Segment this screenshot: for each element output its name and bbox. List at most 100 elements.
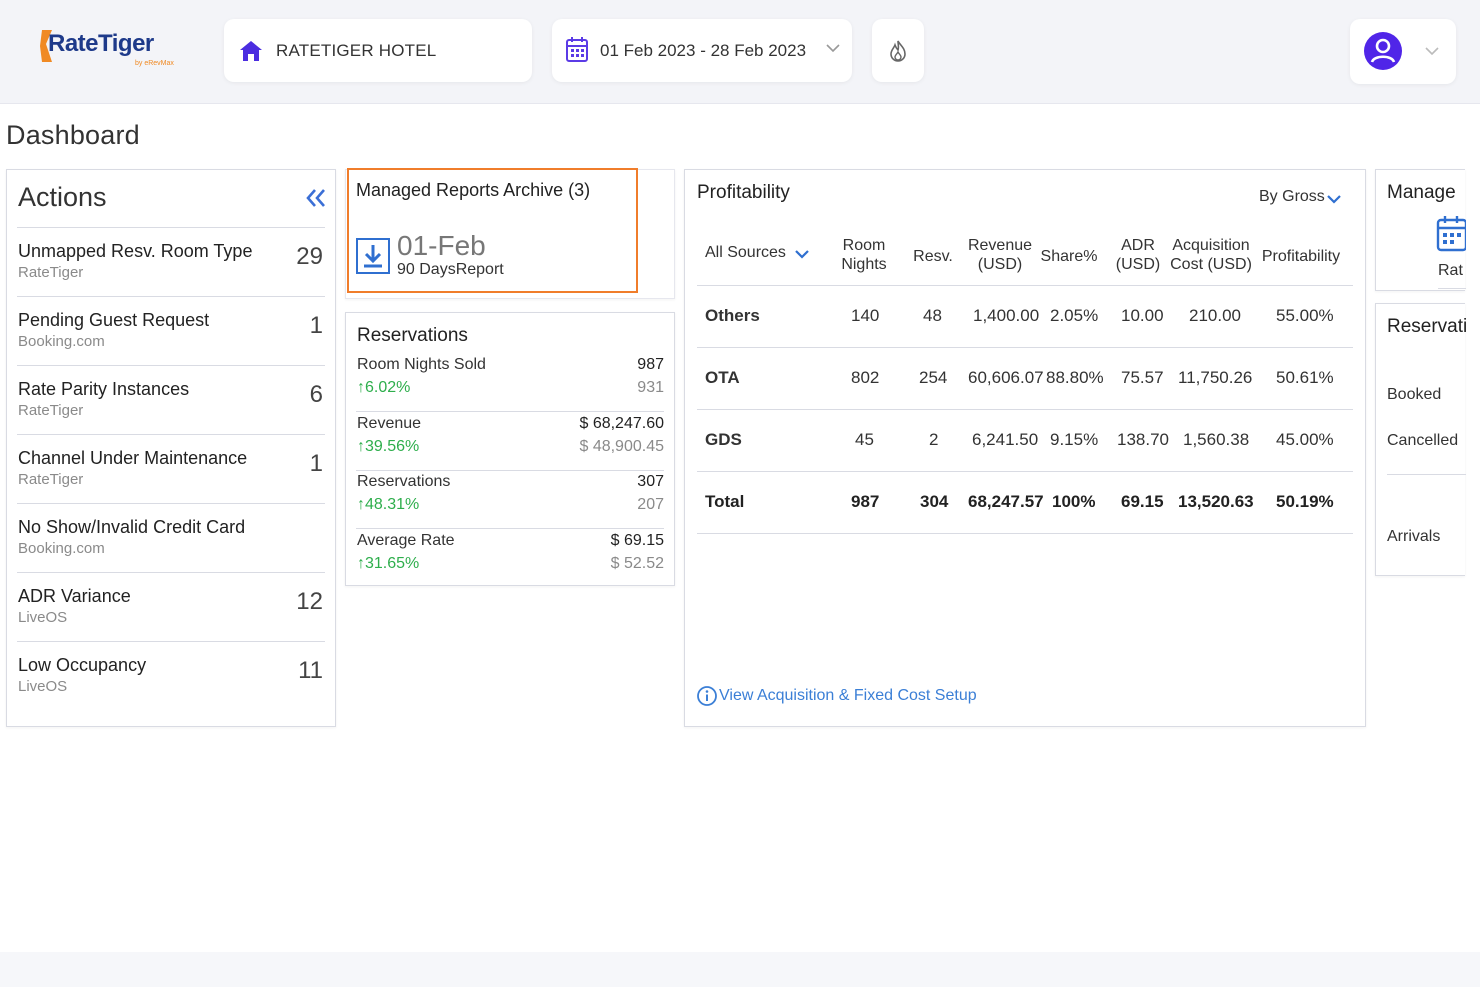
hot-deals-button[interactable] <box>872 19 924 82</box>
row-source: OTA <box>705 368 740 387</box>
action-name: Unmapped Resv. Room Type <box>18 241 253 261</box>
hotel-name: RATETIGER HOTEL <box>276 41 437 60</box>
logo-mark-icon <box>40 30 52 62</box>
metric-label: Revenue <box>357 415 422 432</box>
metric-previous: $ 52.52 <box>610 555 664 572</box>
column-header-adr: ADR (USD) <box>1115 237 1161 273</box>
row-adr: 138.70 <box>1117 430 1169 449</box>
profitability-mode-dropdown[interactable]: By Gross <box>1259 188 1325 205</box>
row-share: 100% <box>1052 492 1096 511</box>
action-count: 1 <box>309 450 323 477</box>
row-room-nights: 140 <box>851 306 880 325</box>
column-header-resv: Resv. <box>913 248 953 265</box>
arrivals-label[interactable]: Arrivals <box>1387 528 1441 545</box>
user-menu[interactable] <box>1350 19 1456 84</box>
row-revenue: 68,247.57 <box>968 492 1044 511</box>
calendar-icon[interactable] <box>1436 214 1466 254</box>
metric-previous: 207 <box>637 496 664 513</box>
action-count: 12 <box>296 588 323 615</box>
download-report-icon[interactable] <box>356 238 390 274</box>
action-source: LiveOS <box>18 678 68 695</box>
row-resv: 254 <box>919 368 948 387</box>
footer-strip <box>0 952 1480 987</box>
divider <box>1387 474 1466 475</box>
date-range-picker[interactable]: 01 Feb 2023 - 28 Feb 2023 <box>552 19 852 82</box>
row-profitability: 55.00% <box>1276 306 1334 325</box>
metric-label: Reservations <box>357 473 451 490</box>
action-item[interactable]: Low Occupancy LiveOS 11 <box>17 641 325 710</box>
page-title: Dashboard <box>6 120 140 150</box>
action-source: LiveOS <box>18 609 68 626</box>
reservations-title: Reservations <box>357 325 468 346</box>
action-count: 29 <box>296 243 323 270</box>
row-profitability: 50.19% <box>1276 492 1334 511</box>
row-source: Others <box>705 306 760 325</box>
metric-current: $ 68,247.60 <box>579 415 664 432</box>
action-item[interactable]: Channel Under Maintenance RateTiger 1 <box>17 434 325 503</box>
row-source: GDS <box>705 430 742 449</box>
row-acquisition-cost: 210.00 <box>1189 306 1241 325</box>
metric-label: Average Rate <box>357 532 455 549</box>
metric-current: 307 <box>637 473 664 490</box>
action-item[interactable]: No Show/Invalid Credit Card Booking.com <box>17 503 325 572</box>
chevron-down-icon[interactable] <box>1327 194 1341 204</box>
action-item[interactable]: Rate Parity Instances RateTiger 6 <box>17 365 325 434</box>
report-name[interactable]: 90 DaysReport <box>397 261 504 278</box>
metric-change: ↑31.65% <box>357 555 420 572</box>
sources-filter[interactable]: All Sources <box>705 244 786 261</box>
actions-title: Actions <box>18 182 107 212</box>
cancelled-label[interactable]: Cancelled <box>1387 432 1459 449</box>
column-header-share: Share% <box>1040 248 1098 265</box>
reservation-metric-row: Room Nights Sold ↑6.02% 987 931 <box>356 353 664 412</box>
row-acquisition-cost: 13,520.63 <box>1178 492 1254 511</box>
table-row: OTA 802 254 60,606.07 88.80% 75.57 11,75… <box>697 347 1353 409</box>
row-adr: 75.57 <box>1121 368 1164 387</box>
metric-previous: $ 48,900.45 <box>579 438 664 455</box>
row-adr: 10.00 <box>1121 306 1164 325</box>
row-revenue: 6,241.50 <box>972 430 1039 449</box>
reservations-summary-panel: Reservati Booked Cancelled Arrivals <box>1375 303 1467 576</box>
reservation-metric-row: Average Rate ↑31.65% $ 69.15 $ 52.52 <box>356 529 664 588</box>
row-room-nights: 45 <box>855 430 874 449</box>
action-source: RateTiger <box>18 402 84 419</box>
chevron-down-icon[interactable] <box>795 249 809 259</box>
action-name: Low Occupancy <box>18 655 147 675</box>
action-item[interactable]: Unmapped Resv. Room Type RateTiger 29 <box>17 227 325 296</box>
metric-change: ↑6.02% <box>357 379 411 396</box>
row-acquisition-cost: 11,750.26 <box>1178 368 1253 387</box>
row-share: 9.15% <box>1050 430 1099 449</box>
row-acquisition-cost: 1,560.38 <box>1183 430 1250 449</box>
manage-rates-label[interactable]: Rat <box>1438 262 1463 279</box>
reports-title: Managed Reports Archive (3) <box>356 180 591 200</box>
table-row: GDS 45 2 6,241.50 9.15% 138.70 1,560.38 … <box>697 409 1353 471</box>
user-avatar-icon <box>1364 32 1402 70</box>
metric-change: ↑48.31% <box>357 496 420 513</box>
row-resv: 2 <box>929 430 939 449</box>
action-name: ADR Variance <box>18 586 131 606</box>
reports-highlight-box <box>347 168 638 293</box>
metric-current: $ 69.15 <box>610 532 664 549</box>
view-acquisition-setup-link[interactable]: View Acquisition & Fixed Cost Setup <box>697 686 977 706</box>
double-chevron-left-icon[interactable] <box>305 188 327 208</box>
row-share: 2.05% <box>1050 306 1099 325</box>
action-name: Rate Parity Instances <box>18 379 190 399</box>
report-date[interactable]: 01-Feb <box>397 230 486 261</box>
hotel-selector[interactable]: RATETIGER HOTEL <box>224 19 532 82</box>
ratetiger-logo[interactable]: RateTiger by eRevMax <box>40 26 190 72</box>
row-resv: 304 <box>920 492 949 511</box>
column-header-revenue: Revenue (USD) <box>967 237 1033 273</box>
divider <box>1438 288 1466 289</box>
logo-text: RateTiger <box>48 30 154 57</box>
arrow-up-icon: ↑ <box>357 555 365 572</box>
action-count: 1 <box>309 312 323 339</box>
table-row: Others 140 48 1,400.00 2.05% 10.00 210.0… <box>697 285 1353 347</box>
row-source: Total <box>705 492 745 511</box>
row-share: 88.80% <box>1046 368 1104 387</box>
reservation-metric-row: Reservations ↑48.31% 307 207 <box>356 470 664 529</box>
action-item[interactable]: Pending Guest Request Booking.com 1 <box>17 296 325 365</box>
actions-panel: Actions Unmapped Resv. Room Type RateTig… <box>6 169 336 727</box>
action-item[interactable]: ADR Variance LiveOS 12 <box>17 572 325 641</box>
column-header-acquisition-cost: Acquisition Cost (USD) <box>1170 237 1252 273</box>
row-profitability: 45.00% <box>1276 430 1334 449</box>
booked-label[interactable]: Booked <box>1387 386 1442 403</box>
